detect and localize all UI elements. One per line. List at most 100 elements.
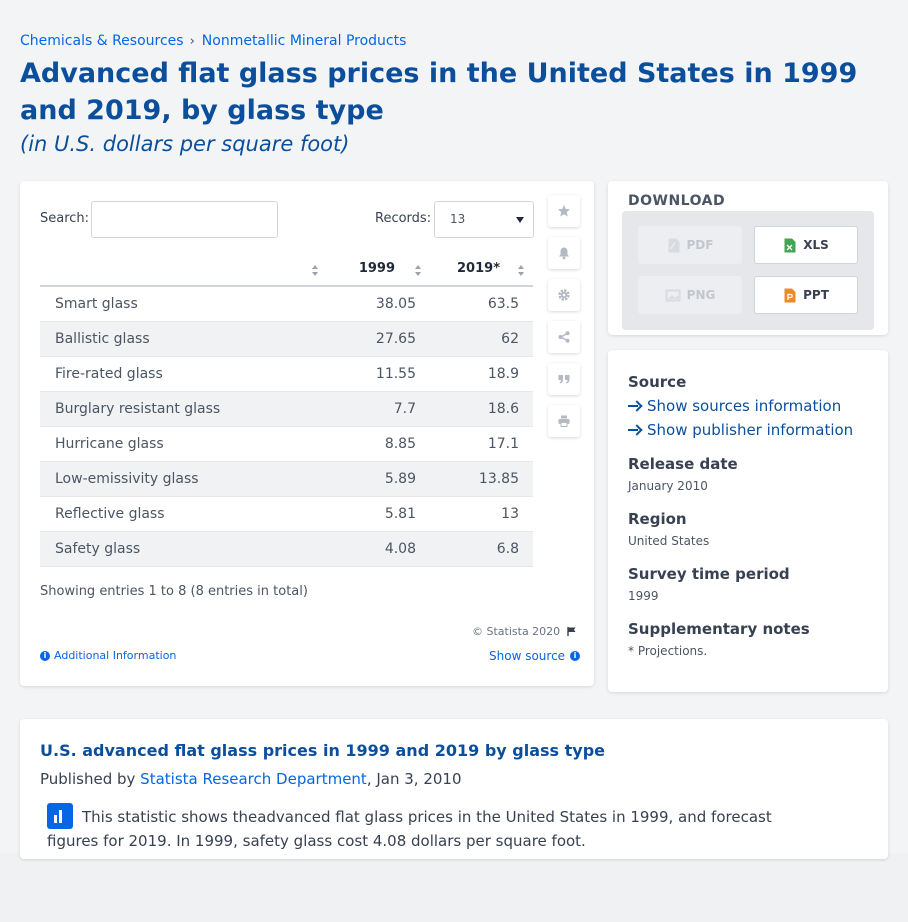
row-label: Fire-rated glass — [55, 365, 163, 382]
row-label: Smart glass — [55, 295, 138, 312]
value-1999: 38.05 — [375, 295, 416, 312]
publisher-link[interactable]: Statista Research Department — [140, 770, 367, 788]
description-card: U.S. advanced flat glass prices in 1999 … — [20, 719, 888, 859]
additional-information-label: Additional Information — [54, 649, 177, 662]
additional-information-link[interactable]: i Additional Information — [40, 649, 176, 662]
settings-button[interactable] — [548, 279, 580, 311]
download-xls-label: XLS — [803, 238, 829, 252]
favorite-button[interactable] — [548, 195, 580, 227]
breadcrumb-chemicals[interactable]: Chemicals & Resources — [20, 33, 184, 49]
description-text: This statistic shows theadvanced flat gl… — [47, 808, 772, 850]
download-png-label: PNG — [686, 288, 716, 302]
value-1999: 5.89 — [384, 470, 416, 487]
table-row: Reflective glass 5.81 13 — [40, 496, 533, 531]
bar-chart-icon — [47, 803, 73, 829]
sort-icon — [518, 265, 525, 277]
show-publisher-link[interactable]: Show publisher information — [628, 421, 853, 439]
table-row: Burglary resistant glass 7.7 18.6 — [40, 391, 533, 426]
copyright-text: © Statista 2020 — [472, 625, 561, 638]
search-input[interactable] — [91, 201, 278, 238]
statistic-table-card: Search: Records: 13 1999 2019* Smart gla… — [20, 181, 594, 686]
download-png-button[interactable]: PNG — [638, 276, 742, 314]
arrow-right-icon — [628, 425, 641, 435]
table-row: Ballistic glass 27.65 62 — [40, 321, 533, 356]
download-ppt-button[interactable]: PPT — [754, 276, 858, 314]
page-subtitle: (in U.S. dollars per square foot) — [20, 132, 350, 156]
download-pdf-label: PDF — [686, 238, 714, 252]
table-row: Low-emissivity glass 5.89 13.85 — [40, 461, 533, 496]
value-2019: 18.6 — [487, 400, 519, 417]
published-date: , Jan 3, 2010 — [366, 770, 462, 788]
print-icon — [558, 415, 570, 427]
value-2019: 6.8 — [496, 540, 519, 557]
value-2019: 63.5 — [487, 295, 519, 312]
records-select[interactable]: 13 — [434, 201, 534, 238]
description-title: U.S. advanced flat glass prices in 1999 … — [40, 741, 605, 760]
pdf-file-icon — [668, 238, 680, 252]
copyright: © Statista 2020 — [472, 625, 577, 638]
value-1999: 27.65 — [375, 330, 416, 347]
bottom-band — [0, 853, 908, 922]
share-button[interactable] — [548, 321, 580, 353]
show-sources-link[interactable]: Show sources information — [628, 397, 841, 415]
show-source-link[interactable]: Show source i — [489, 649, 581, 663]
value-2019: 62 — [501, 330, 519, 347]
value-1999: 8.85 — [384, 435, 416, 452]
share-icon — [558, 331, 570, 343]
value-1999: 7.7 — [393, 400, 416, 417]
table-row: Hurricane glass 8.85 17.1 — [40, 426, 533, 461]
star-icon — [558, 205, 570, 217]
supplementary-notes-value: * Projections. — [628, 644, 708, 658]
data-table: 1999 2019* Smart glass 38.05 63.5 Ballis… — [40, 251, 533, 567]
print-button[interactable] — [548, 405, 580, 437]
flag-icon[interactable] — [566, 626, 577, 637]
value-1999: 11.55 — [375, 365, 416, 382]
table-row: Safety glass 4.08 6.8 — [40, 531, 533, 566]
value-1999: 5.81 — [384, 505, 416, 522]
show-publisher-label: Show publisher information — [647, 421, 854, 439]
quote-icon — [558, 375, 570, 384]
value-2019: 18.9 — [487, 365, 519, 382]
row-label: Safety glass — [55, 540, 141, 557]
notification-button[interactable] — [548, 237, 580, 269]
published-prefix: Published by — [40, 770, 136, 788]
value-2019: 13.85 — [478, 470, 519, 487]
breadcrumb: Chemicals & Resources › Nonmetallic Mine… — [20, 33, 406, 49]
release-date-heading: Release date — [628, 455, 738, 473]
download-pdf-button[interactable]: PDF — [638, 226, 742, 264]
gear-icon — [558, 289, 570, 301]
download-card: DOWNLOAD PDF XLS PNG — [608, 181, 888, 335]
caret-down-icon — [516, 217, 524, 223]
ppt-file-icon — [784, 288, 796, 302]
survey-period-heading: Survey time period — [628, 565, 790, 583]
column-header-label[interactable] — [40, 251, 327, 287]
download-ppt-label: PPT — [803, 288, 829, 302]
row-label: Hurricane glass — [55, 435, 164, 452]
sort-icon — [415, 265, 422, 277]
side-toolbar — [548, 195, 580, 447]
download-panel: PDF XLS PNG PPT — [622, 211, 874, 330]
source-heading: Source — [628, 373, 687, 391]
row-label: Reflective glass — [55, 505, 165, 522]
source-info-card: Source Show sources information Show pub… — [608, 350, 888, 692]
table-row: Smart glass 38.05 63.5 — [40, 286, 533, 321]
region-value: United States — [628, 534, 710, 548]
table-row: Fire-rated glass 11.55 18.9 — [40, 356, 533, 391]
cite-button[interactable] — [548, 363, 580, 395]
search-label: Search: — [40, 211, 90, 226]
survey-period-value: 1999 — [628, 589, 659, 603]
region-heading: Region — [628, 510, 687, 528]
breadcrumb-separator: › — [189, 33, 195, 49]
row-label: Low-emissivity glass — [55, 470, 199, 487]
breadcrumb-nonmetallic[interactable]: Nonmetallic Mineral Products — [201, 33, 407, 49]
column-header-1999[interactable]: 1999 — [327, 251, 430, 287]
release-date-value: January 2010 — [628, 479, 708, 493]
column-header-2019[interactable]: 2019* — [430, 251, 533, 287]
supplementary-notes-heading: Supplementary notes — [628, 620, 810, 638]
row-label: Ballistic glass — [55, 330, 150, 347]
value-1999: 4.08 — [384, 540, 416, 557]
show-sources-label: Show sources information — [647, 397, 842, 415]
download-xls-button[interactable]: XLS — [754, 226, 858, 264]
show-source-label: Show source — [489, 649, 566, 663]
download-title: DOWNLOAD — [628, 193, 726, 209]
